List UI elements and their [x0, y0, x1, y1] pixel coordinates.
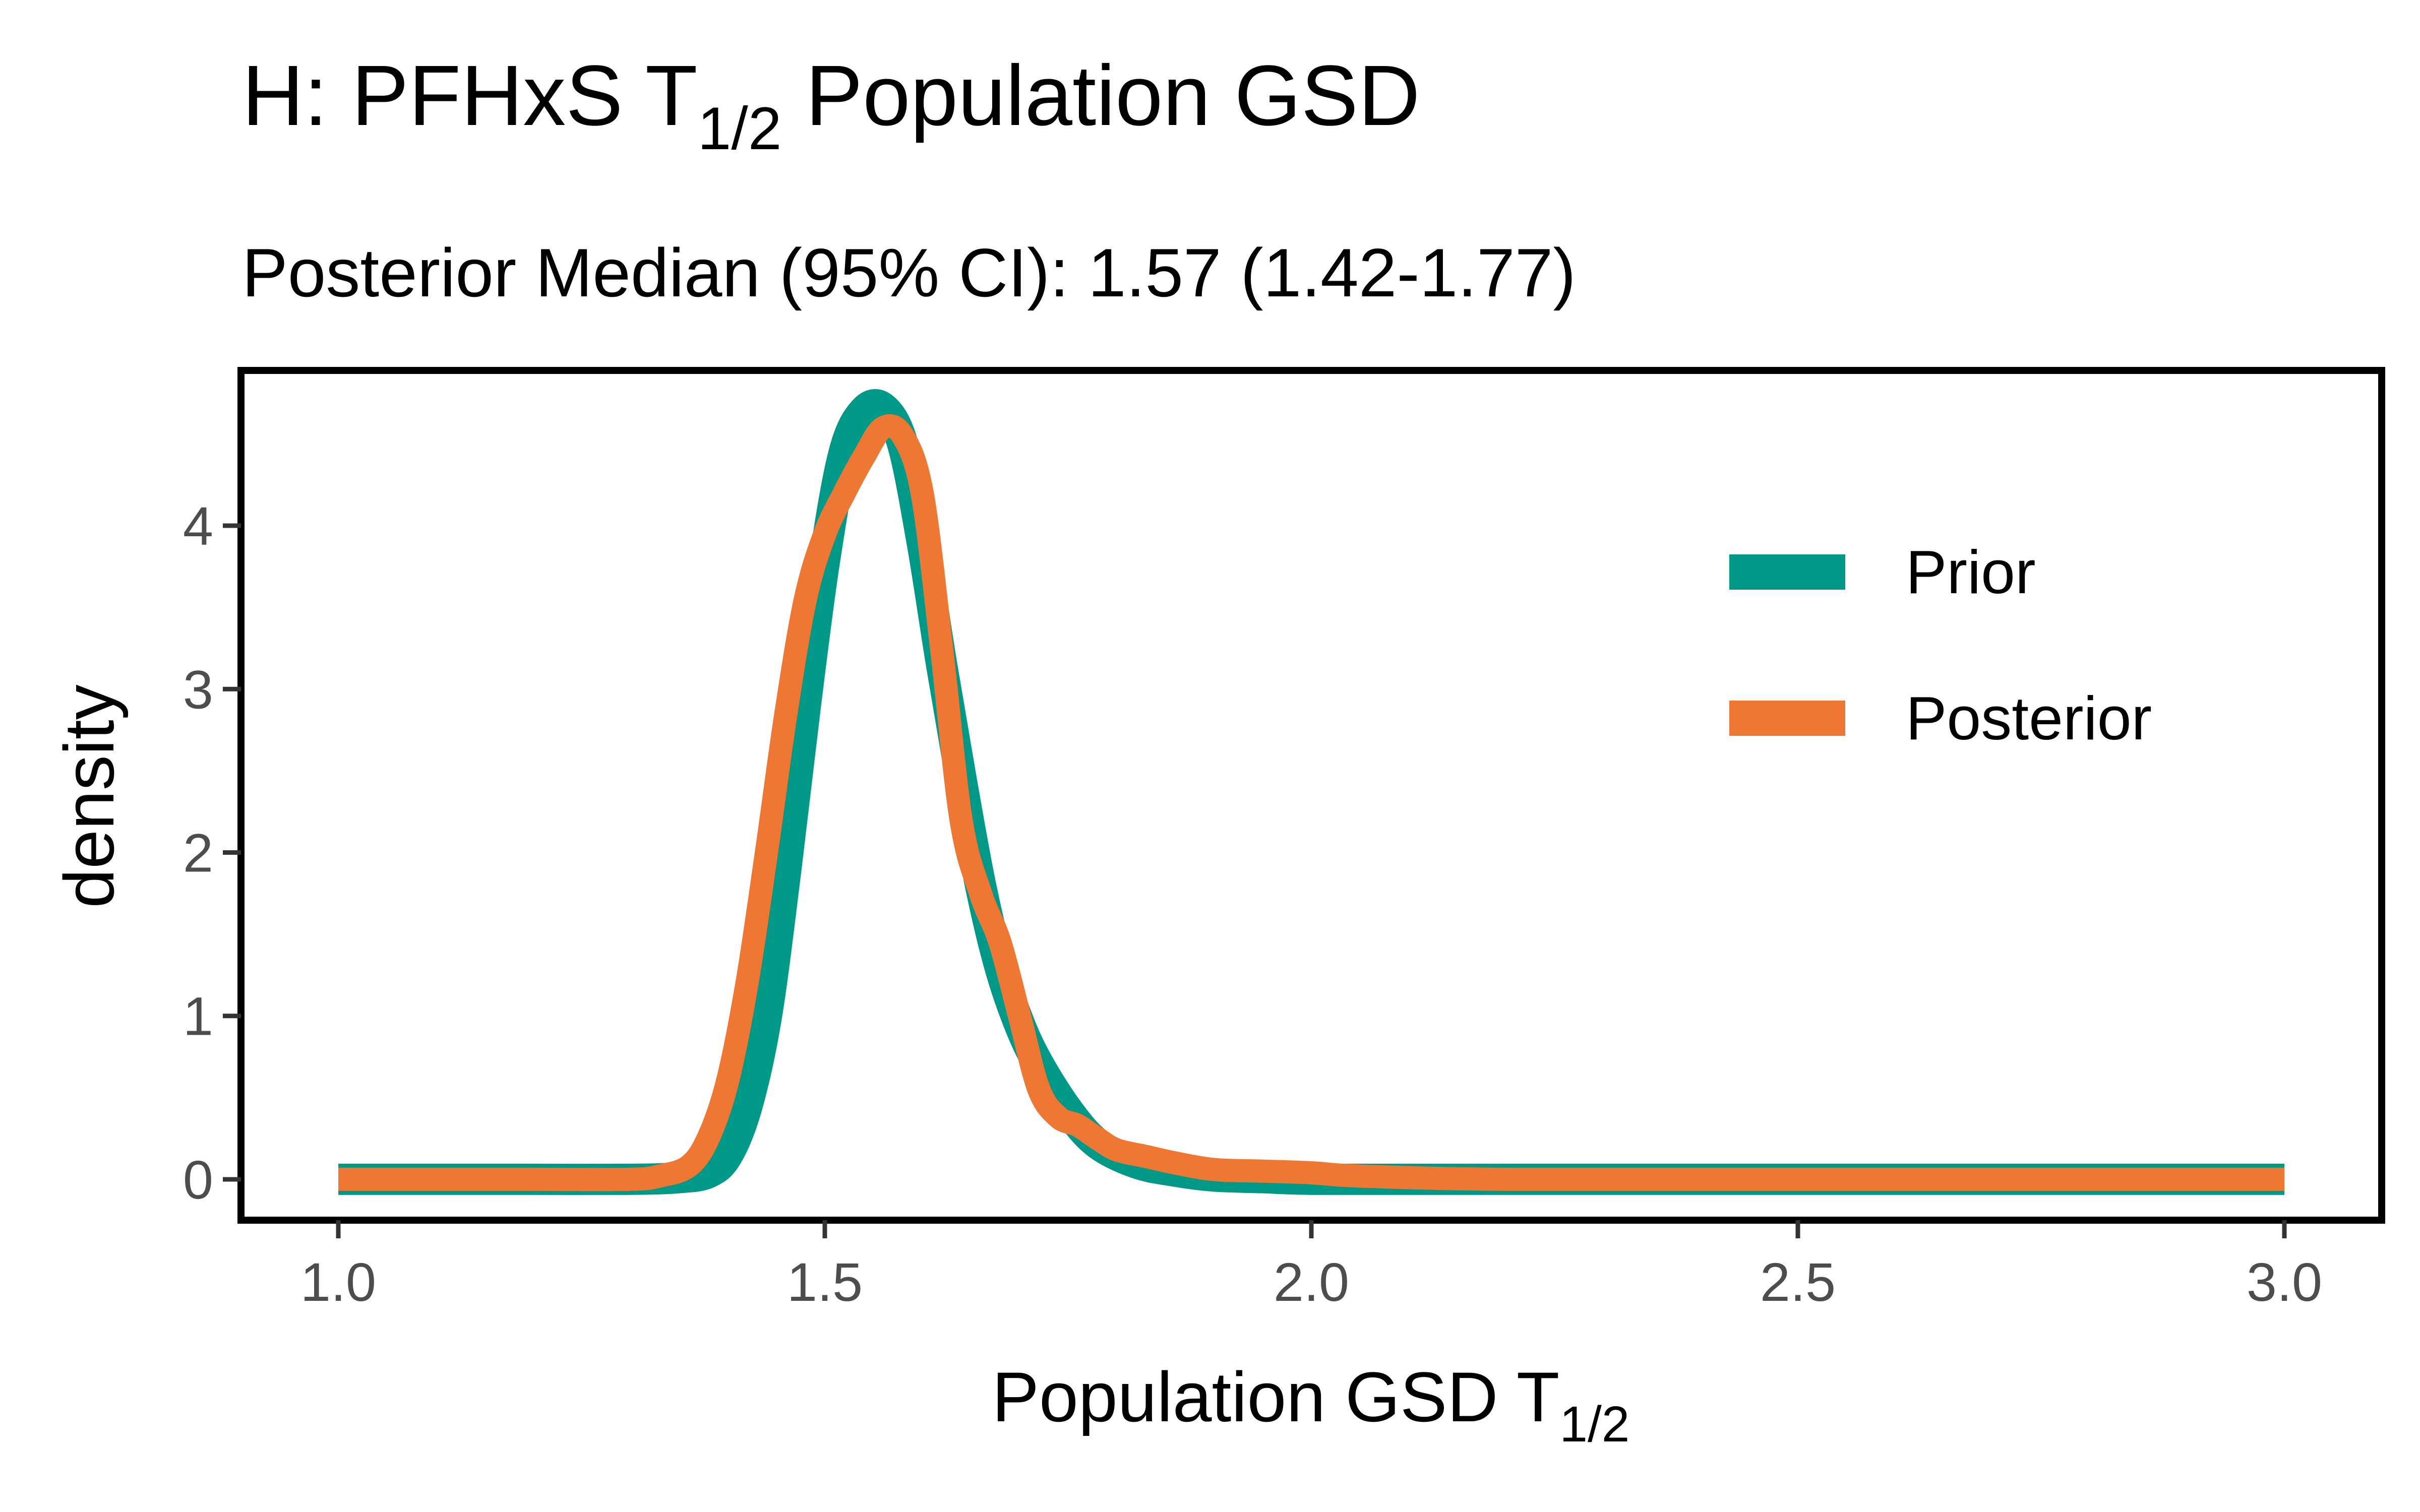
x-axis-title-subscript: 1/2: [1559, 1396, 1629, 1453]
chart-subtitle: Posterior Median (95% CI): 1.57 (1.42-1.…: [242, 234, 1576, 311]
series-line-posterior: [338, 414, 2284, 1191]
y-tick-label: 4: [183, 495, 213, 556]
x-tick-label: 1.0: [300, 1251, 376, 1312]
chart-title: H: PFHxS T1/2 Population GSD: [242, 48, 1420, 162]
legend-label-prior: Prior: [1906, 538, 2036, 606]
chart-title-subscript: 1/2: [698, 95, 782, 162]
x-axis-title: Population GSD T1/2: [992, 1357, 1630, 1453]
y-tick-label: 0: [183, 1149, 213, 1210]
x-axis-title-main: Population GSD T: [992, 1357, 1560, 1436]
series-layer: [338, 389, 2284, 1195]
x-tick-label: 3.0: [2247, 1251, 2322, 1312]
y-tick-label: 2: [183, 822, 213, 883]
x-tick-label: 1.5: [787, 1251, 863, 1312]
y-axis-title: density: [49, 684, 129, 908]
y-tick-label: 1: [183, 986, 213, 1047]
chart-title-main: H: PFHxS T: [242, 48, 698, 144]
y-tick-label: 3: [183, 659, 213, 720]
x-tick-label: 2.0: [1274, 1251, 1349, 1312]
x-tick-label: 2.5: [1760, 1251, 1836, 1312]
plot-panel: [237, 367, 2385, 1224]
legend: Prior Posterior: [1729, 538, 2152, 752]
x-axis: 1.0 1.5 2.0 2.5 3.0: [300, 1220, 2322, 1312]
legend-label-posterior: Posterior: [1906, 684, 2152, 752]
chart-title-rest: Population GSD: [781, 48, 1420, 144]
y-axis: 0 1 2 3 4: [183, 495, 241, 1210]
